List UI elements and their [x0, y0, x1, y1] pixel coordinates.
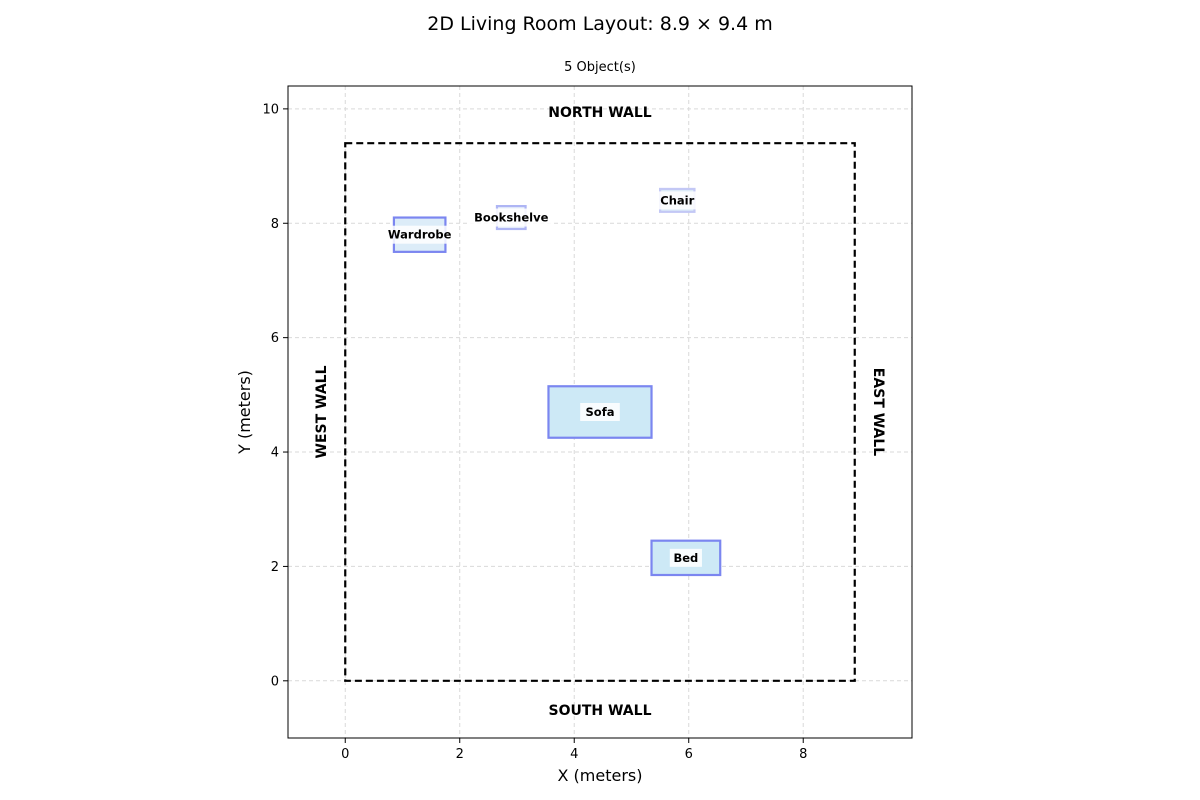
figure-subtitle: 5 Object(s) [564, 60, 636, 75]
room-outline [344, 142, 856, 682]
x-tick-label: 8 [799, 747, 807, 762]
figure-title: 2D Living Room Layout: 8.9 × 9.4 m [427, 13, 772, 35]
x-tick-label: 0 [341, 747, 349, 762]
object-label-bg [469, 208, 554, 227]
x-tick-label: 4 [570, 747, 578, 762]
y-tick-label: 2 [271, 560, 279, 575]
object-label: Wardrobe [388, 228, 452, 242]
object-label: Bed [673, 551, 698, 565]
y-tick-label: 0 [271, 674, 279, 689]
object-label-bg [669, 548, 702, 567]
y-axis-label: Y (meters) [235, 370, 254, 455]
object-label: Chair [660, 193, 694, 207]
north-wall-label: NORTH WALL [548, 105, 651, 121]
object-label: Bookshelve [474, 211, 548, 225]
x-axis-label: X (meters) [558, 766, 643, 785]
west-wall-label: WEST WALL [314, 365, 330, 458]
object-bed: Bed [650, 539, 722, 577]
object-label-bg [653, 191, 701, 210]
object-label-bg [580, 403, 620, 421]
object-label-bg [385, 225, 455, 244]
object-wardrobe: Wardrobe [385, 216, 455, 253]
object-sofa: Sofa [547, 385, 653, 439]
object-label: Sofa [586, 405, 615, 419]
axis-ticks: 0 2 4 6 8 0 2 4 6 8 10 [262, 102, 807, 762]
object-chair: Chair [653, 187, 701, 213]
east-wall-label: EAST WALL [870, 368, 886, 456]
y-tick-label: 4 [271, 446, 279, 461]
y-tick-label: 8 [271, 217, 279, 232]
y-tick-label: 10 [262, 102, 279, 117]
y-tick-label: 6 [271, 331, 279, 346]
x-tick-label: 6 [685, 747, 693, 762]
x-tick-label: 2 [456, 747, 464, 762]
furniture-objects: Wardrobe Bookshelve Chair Sofa Bed [385, 187, 722, 577]
plot-frame [287, 85, 913, 739]
object-bookshelve: Bookshelve [469, 205, 554, 231]
south-wall-label: SOUTH WALL [549, 703, 652, 719]
